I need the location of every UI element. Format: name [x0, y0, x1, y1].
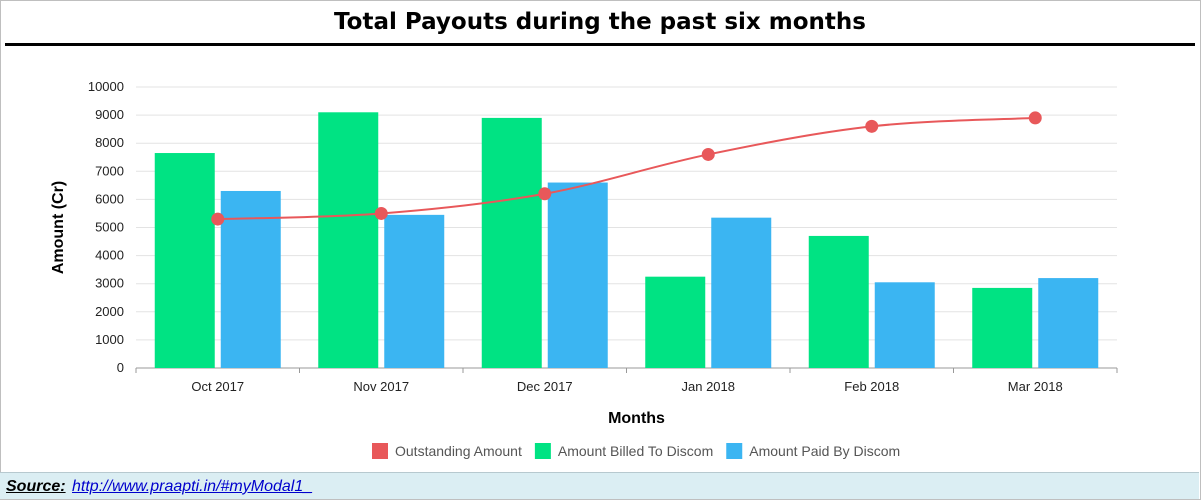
outstanding-amount-point: [538, 187, 552, 201]
legend-swatch: [372, 443, 388, 459]
y-axis-title: Amount (Cr): [50, 181, 67, 274]
bar-amount-billed-to-discom: [481, 117, 542, 368]
legend-item[interactable]: Amount Billed To Discom: [534, 443, 713, 459]
bar-amount-billed-to-discom: [645, 276, 706, 368]
legend-swatch: [726, 443, 743, 459]
grid-layer: [136, 86, 1117, 369]
bar-amount-billed-to-discom: [318, 112, 379, 368]
y-tick-label: 9000: [95, 107, 124, 122]
line-layer: [211, 111, 1042, 226]
source-bar: Source: http://www.praapti.in/#myModal1_: [0, 472, 1199, 499]
bar-amount-billed-to-discom: [972, 287, 1033, 368]
legend-swatch: [534, 443, 551, 459]
x-tick-label: Nov 2017: [353, 379, 409, 394]
source-link[interactable]: http://www.praapti.in/#myModal1_: [72, 478, 313, 495]
legend-label: Amount Paid By Discom: [749, 443, 900, 459]
bar-amount-paid-by-discom: [384, 214, 445, 368]
y-tick-label: 10000: [88, 79, 124, 94]
y-tick-label: 4000: [95, 248, 124, 263]
outstanding-amount-point: [701, 147, 715, 161]
outstanding-amount-point: [1028, 111, 1042, 125]
x-axis-title: Months: [608, 410, 665, 427]
bar-amount-paid-by-discom: [547, 182, 608, 368]
y-tick-label: 3000: [95, 276, 124, 291]
bar-amount-paid-by-discom: [711, 217, 772, 368]
y-tick-label: 1000: [95, 332, 124, 347]
chart-title: Total Payouts during the past six months: [334, 9, 866, 35]
source-label: Source:: [6, 478, 66, 495]
outstanding-amount-point: [211, 212, 225, 226]
title-bar: Total Payouts during the past six months: [5, 1, 1195, 46]
x-tick-label: Oct 2017: [191, 379, 244, 394]
bar-amount-paid-by-discom: [1038, 278, 1099, 368]
y-tick-label: 5000: [95, 220, 124, 235]
x-tick-label: Jan 2018: [682, 379, 736, 394]
outstanding-amount-line: [217, 116, 1036, 221]
legend-item[interactable]: Outstanding Amount: [372, 443, 522, 459]
y-tick-label: 2000: [95, 304, 124, 319]
outstanding-amount-point: [374, 206, 388, 220]
axis-layer: 0 1000 2000 3000 4000 5000 6000 7000 8000 9000 100…: [50, 79, 1118, 427]
legend: Outstanding Amount Amount Billed To Disco…: [372, 443, 900, 459]
bar-amount-paid-by-discom: [874, 282, 935, 368]
x-tick-label: Feb 2018: [844, 379, 899, 394]
y-tick-label: 8000: [95, 135, 124, 150]
y-tick-label: 6000: [95, 191, 124, 206]
legend-item[interactable]: Amount Paid By Discom: [726, 443, 900, 459]
legend-label: Outstanding Amount: [395, 443, 522, 459]
x-tick-label: Dec 2017: [517, 379, 573, 394]
bar-amount-billed-to-discom: [154, 153, 215, 368]
payouts-chart: 0 1000 2000 3000 4000 5000 6000 7000 8000 9000 100…: [50, 79, 1118, 459]
y-tick-label: 7000: [95, 163, 124, 178]
bar-amount-billed-to-discom: [808, 235, 869, 368]
outstanding-amount-point: [865, 119, 879, 133]
y-tick-label: 0: [117, 360, 124, 375]
bar-amount-paid-by-discom: [220, 190, 281, 368]
legend-label: Amount Billed To Discom: [558, 443, 713, 459]
x-tick-label: Mar 2018: [1008, 379, 1063, 394]
bar-layer: [154, 112, 1099, 368]
